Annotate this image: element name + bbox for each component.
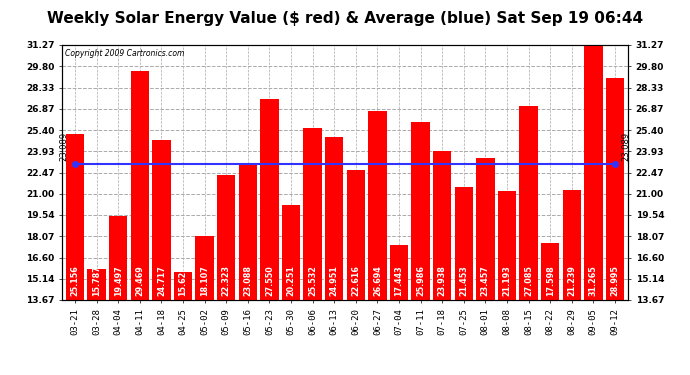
- Text: 23.089: 23.089: [621, 132, 630, 160]
- Bar: [390, 245, 408, 300]
- Bar: [497, 191, 516, 300]
- Bar: [195, 236, 214, 300]
- Bar: [217, 175, 235, 300]
- Bar: [66, 134, 84, 300]
- Text: 31.265: 31.265: [589, 265, 598, 296]
- Bar: [606, 78, 624, 300]
- Bar: [282, 205, 300, 300]
- Bar: [109, 216, 128, 300]
- Text: 25.156: 25.156: [70, 265, 79, 296]
- Text: 15.787: 15.787: [92, 265, 101, 296]
- Text: 23.089: 23.089: [60, 132, 69, 160]
- Text: 21.193: 21.193: [502, 265, 511, 296]
- Bar: [433, 151, 451, 300]
- Text: 20.251: 20.251: [286, 265, 295, 296]
- Text: 25.986: 25.986: [416, 265, 425, 296]
- Bar: [584, 45, 602, 300]
- Text: 19.497: 19.497: [114, 265, 123, 296]
- Text: 24.717: 24.717: [157, 265, 166, 296]
- Text: 29.469: 29.469: [135, 265, 144, 296]
- Text: 15.625: 15.625: [179, 265, 188, 296]
- Text: 23.457: 23.457: [481, 265, 490, 296]
- Bar: [541, 243, 560, 300]
- Bar: [346, 170, 365, 300]
- Text: 27.550: 27.550: [265, 265, 274, 296]
- Text: Copyright 2009 Cartronics.com: Copyright 2009 Cartronics.com: [65, 49, 184, 58]
- Text: 21.453: 21.453: [460, 265, 469, 296]
- Bar: [174, 272, 193, 300]
- Bar: [368, 111, 386, 300]
- Bar: [411, 122, 430, 300]
- Bar: [88, 269, 106, 300]
- Text: 17.443: 17.443: [395, 265, 404, 296]
- Text: 27.085: 27.085: [524, 265, 533, 296]
- Bar: [562, 190, 581, 300]
- Bar: [239, 164, 257, 300]
- Text: 17.598: 17.598: [546, 265, 555, 296]
- Bar: [130, 71, 149, 300]
- Text: 28.995: 28.995: [611, 265, 620, 296]
- Text: 26.694: 26.694: [373, 265, 382, 296]
- Bar: [455, 187, 473, 300]
- Text: 22.616: 22.616: [351, 265, 360, 296]
- Text: 18.107: 18.107: [200, 265, 209, 296]
- Text: Weekly Solar Energy Value ($ red) & Average (blue) Sat Sep 19 06:44: Weekly Solar Energy Value ($ red) & Aver…: [47, 11, 643, 26]
- Bar: [260, 99, 279, 300]
- Text: 23.088: 23.088: [244, 265, 253, 296]
- Text: 21.239: 21.239: [567, 265, 576, 296]
- Text: 24.951: 24.951: [330, 265, 339, 296]
- Text: 25.532: 25.532: [308, 265, 317, 296]
- Text: 23.938: 23.938: [437, 265, 446, 296]
- Bar: [152, 140, 170, 300]
- Bar: [325, 136, 344, 300]
- Bar: [476, 158, 495, 300]
- Text: 22.323: 22.323: [221, 265, 230, 296]
- Bar: [304, 128, 322, 300]
- Bar: [520, 106, 538, 300]
